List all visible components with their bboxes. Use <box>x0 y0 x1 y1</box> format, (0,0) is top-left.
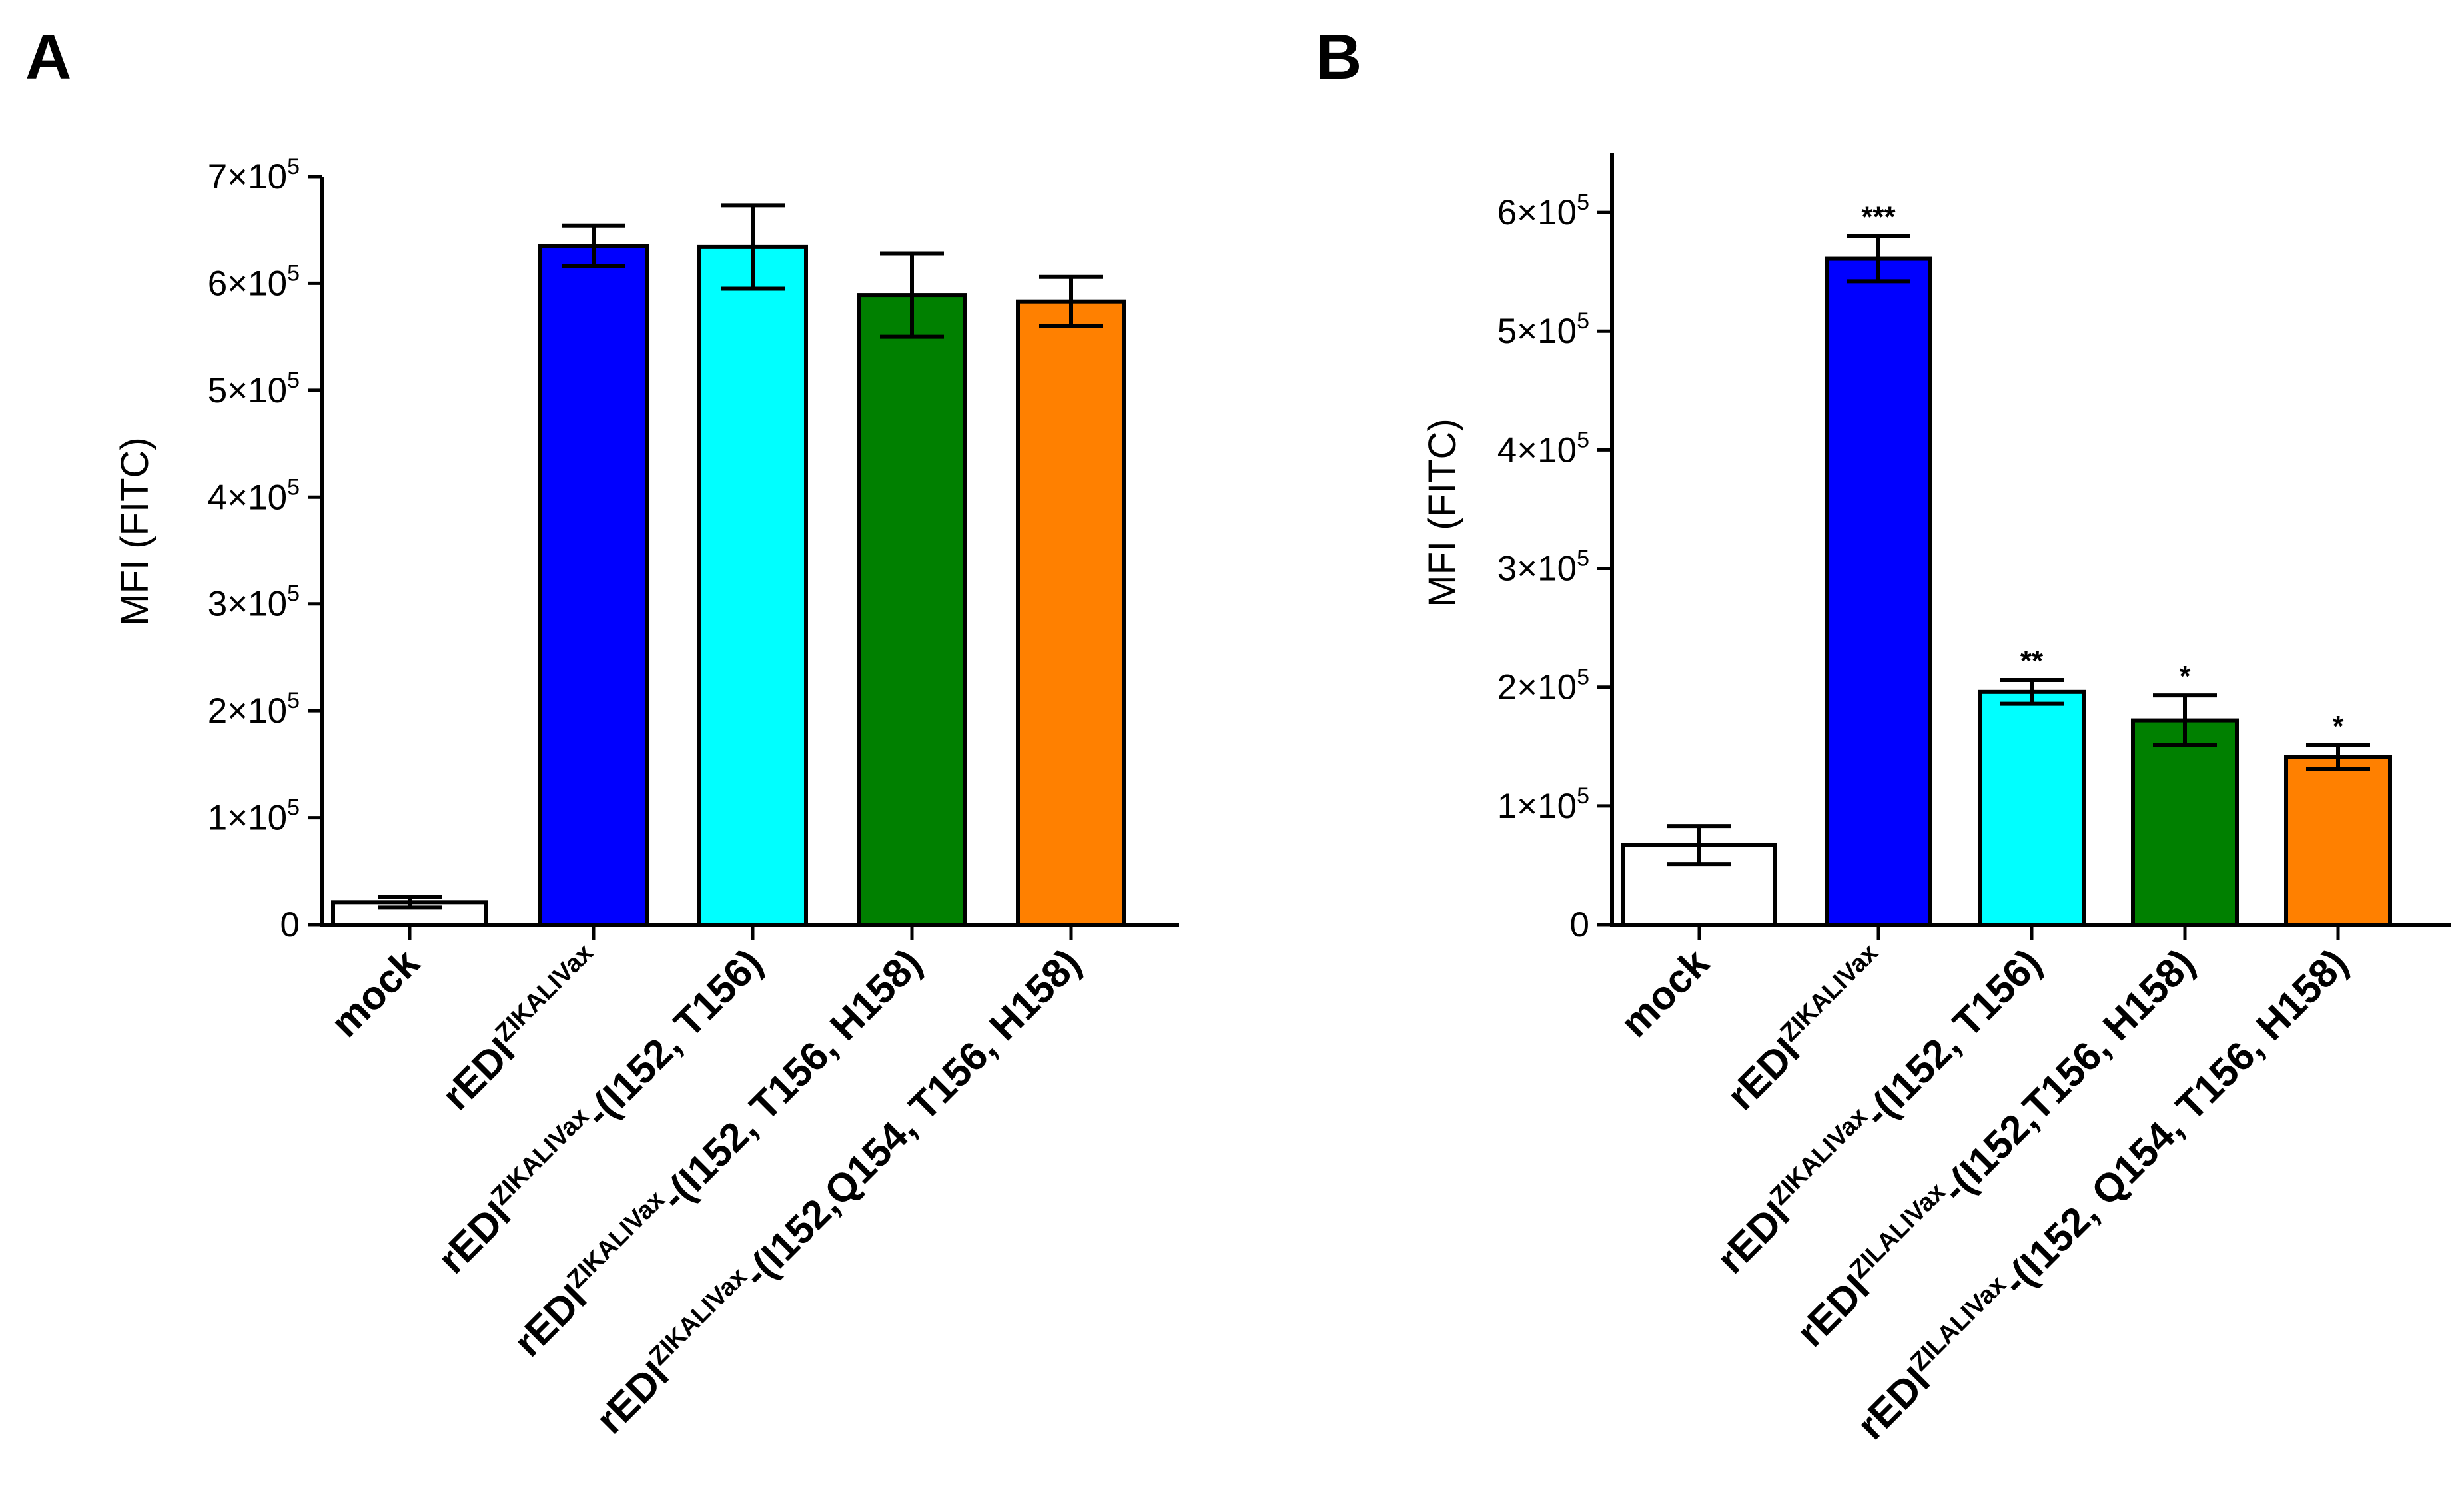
chart-panel-b: 0 1×105 2×105 3×105 4×105 5×105 6×105 MFI (FITC… <box>1421 153 2451 1448</box>
bar <box>1825 256 1932 927</box>
y-tick-label: 7×105 <box>208 154 300 196</box>
x-category-label: rEDIZIKALIVax <box>432 939 612 1119</box>
y-tick-label: 3×105 <box>208 581 300 624</box>
y-tick-label: 1×105 <box>1497 783 1589 826</box>
y-tick-label: 5×105 <box>1497 308 1589 351</box>
bar <box>2284 755 2392 927</box>
y-axis-label: MFI (FITC) <box>113 437 157 625</box>
error-bar <box>378 895 442 910</box>
error-bar <box>880 251 944 339</box>
error-bar <box>2306 743 2370 771</box>
y-tick-label: 3×105 <box>1497 546 1589 589</box>
y-axis-label: MFI (FITC) <box>1421 418 1464 607</box>
panel-a-letter: A <box>25 21 71 93</box>
significance-marker: *** <box>1861 201 1896 234</box>
y-tick-label: 0 <box>280 905 300 944</box>
y-tick-label: 0 <box>1570 905 1589 944</box>
x-category-label: mock <box>1612 940 1718 1046</box>
error-bar <box>2153 693 2217 747</box>
x-category-label: mock <box>322 940 428 1046</box>
error-bar <box>2000 678 2064 706</box>
y-tick-label: 5×105 <box>208 368 300 410</box>
bar <box>1016 299 1126 927</box>
y-tick-label: 6×105 <box>208 260 300 303</box>
bar <box>538 244 649 927</box>
x-category-label: rEDIZIKALIVax-(I152, T156) <box>428 939 771 1282</box>
y-tick-label: 2×105 <box>208 688 300 731</box>
bar <box>857 293 967 927</box>
y-tick-label: 4×105 <box>208 474 300 517</box>
chart-panel-a: 0 1×105 2×105 3×105 4×105 5×105 6×105 7×105 MFI … <box>113 154 1179 1442</box>
error-bar <box>562 223 625 268</box>
bar <box>1978 689 2086 927</box>
panel-b-letter: B <box>1316 21 1362 93</box>
significance-marker: ** <box>2020 645 2044 677</box>
y-tick-label: 4×105 <box>1497 427 1589 470</box>
bar <box>697 244 808 927</box>
y-tick-label: 1×105 <box>208 795 300 838</box>
error-bar <box>721 203 785 291</box>
y-tick-label: 6×105 <box>1497 190 1589 232</box>
bar <box>2131 718 2239 927</box>
significance-marker: * <box>2332 710 2344 743</box>
significance-marker: * <box>2179 660 2191 693</box>
error-bar <box>1667 824 1731 867</box>
y-tick-label: 2×105 <box>1497 665 1589 707</box>
error-bar <box>1039 274 1103 328</box>
error-bar <box>1847 234 1910 284</box>
